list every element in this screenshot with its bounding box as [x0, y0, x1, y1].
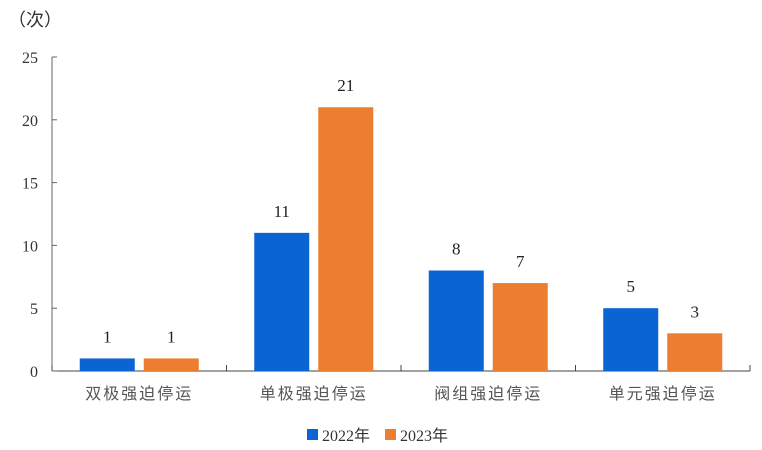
x-category-label: 双极强迫停运 [85, 385, 193, 403]
bar-2023年-单极强迫停运 [318, 107, 374, 372]
y-tick-label: 10 [22, 238, 38, 255]
y-tick-label: 5 [30, 301, 38, 318]
bar-2022年-单元强迫停运 [603, 308, 659, 371]
x-category-label: 单极强迫停运 [260, 385, 368, 403]
bar-2022年-单极强迫停运 [254, 232, 310, 371]
legend-swatch [385, 429, 396, 440]
data-label: 3 [691, 302, 700, 321]
legend-label: 2023年 [400, 427, 448, 445]
data-label: 1 [103, 327, 112, 346]
bar-2022年-双极强迫停运 [79, 358, 135, 371]
y-tick-label: 25 [22, 50, 38, 67]
data-label: 5 [627, 277, 636, 296]
data-label: 1 [167, 327, 176, 346]
x-category-label: 单元强迫停运 [609, 385, 717, 403]
bar-2022年-阀组强迫停运 [428, 270, 484, 371]
bar-2023年-双极强迫停运 [143, 358, 199, 371]
y-axis-label: （次） [8, 10, 62, 30]
y-tick-label: 20 [22, 113, 38, 130]
data-label: 8 [452, 240, 461, 259]
data-label: 11 [274, 202, 290, 221]
y-tick-label: 0 [30, 364, 38, 381]
data-label: 7 [516, 252, 525, 271]
legend-swatch [307, 429, 318, 440]
legend-label: 2022年 [322, 427, 370, 445]
bar-2023年-阀组强迫停运 [492, 283, 548, 371]
y-tick-label: 15 [22, 176, 38, 193]
data-label: 21 [337, 76, 354, 95]
bar-2023年-单元强迫停运 [667, 333, 723, 371]
x-category-label: 阀组强迫停运 [434, 385, 542, 403]
